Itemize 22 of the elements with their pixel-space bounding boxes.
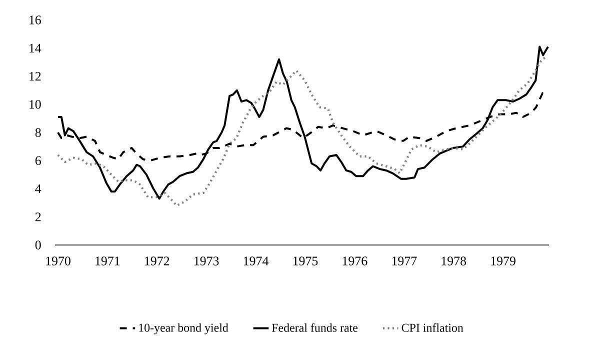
x-tick-label: 1976 [342,256,368,266]
y-tick-label: 10 [30,100,41,109]
y-tick-label: 6 [35,156,41,165]
y-tick-label: 14 [30,44,42,52]
y-tick-label: 12 [30,72,41,81]
x-tick-label: 1978 [442,256,466,266]
legend-label: CPI inflation [402,323,464,332]
legend-label: 10-year bond yield [139,323,228,334]
y-tick-label: 4 [35,184,42,194]
x-tick-label: 1971 [96,256,120,266]
x-tick-label: 1977 [392,256,417,266]
y-tick-label: 8 [35,128,41,137]
x-tick-label: 1974 [244,256,269,266]
y-tick-label: 2 [35,212,41,222]
x-tick-label: 1970 [46,256,70,266]
y-tick-label: 16 [30,16,41,24]
x-tick-label: 1975 [293,256,318,266]
x-tick-label: 1979 [491,256,516,266]
legend-label: Federal funds rate [272,323,358,332]
x-tick-label: 1972 [145,256,170,266]
x-tick-label: 1973 [194,256,219,266]
y-tick-label: 0 [35,240,41,250]
